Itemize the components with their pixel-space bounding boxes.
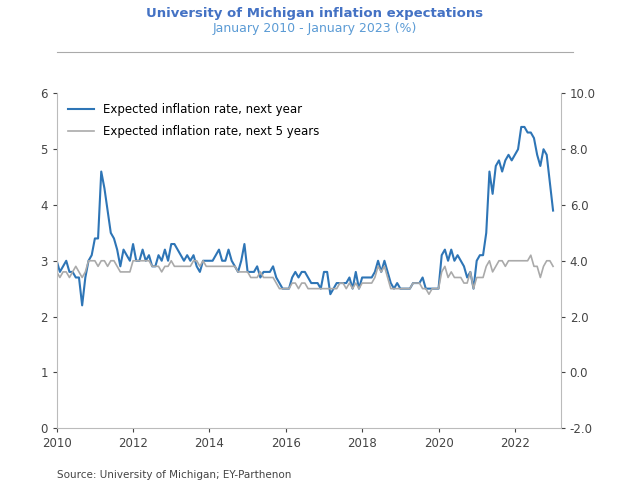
Text: January 2010 - January 2023 (%): January 2010 - January 2023 (%)	[213, 22, 417, 35]
Line: Expected inflation rate, next year: Expected inflation rate, next year	[57, 127, 553, 306]
Expected inflation rate, next 5 years	[340, 280, 347, 286]
Text: University of Michigan inflation expectations: University of Michigan inflation expecta…	[146, 7, 484, 20]
Expected inflation rate, next 5 years	[425, 291, 433, 297]
Expected inflation rate, next 5 years	[457, 275, 464, 280]
Expected inflation rate, next 5 years	[238, 269, 245, 275]
Expected inflation rate, next year	[343, 280, 350, 286]
Expected inflation rate, next year	[517, 124, 525, 130]
Legend: Expected inflation rate, next year, Expected inflation rate, next 5 years: Expected inflation rate, next year, Expe…	[67, 103, 319, 138]
Expected inflation rate, next year	[53, 258, 60, 264]
Expected inflation rate, next year	[457, 258, 464, 264]
Expected inflation rate, next year	[81, 275, 89, 280]
Expected inflation rate, next 5 years	[186, 263, 194, 269]
Expected inflation rate, next 5 years	[69, 269, 76, 275]
Text: Source: University of Michigan; EY-Parthenon: Source: University of Michigan; EY-Parth…	[57, 470, 291, 480]
Expected inflation rate, next 5 years	[549, 263, 557, 269]
Expected inflation rate, next year	[69, 269, 76, 275]
Expected inflation rate, next year	[549, 208, 557, 214]
Line: Expected inflation rate, next 5 years: Expected inflation rate, next 5 years	[57, 255, 553, 294]
Expected inflation rate, next year	[78, 303, 86, 308]
Expected inflation rate, next 5 years	[53, 269, 60, 275]
Expected inflation rate, next 5 years	[527, 252, 535, 258]
Expected inflation rate, next 5 years	[78, 275, 86, 280]
Expected inflation rate, next year	[190, 252, 197, 258]
Expected inflation rate, next year	[241, 241, 248, 247]
